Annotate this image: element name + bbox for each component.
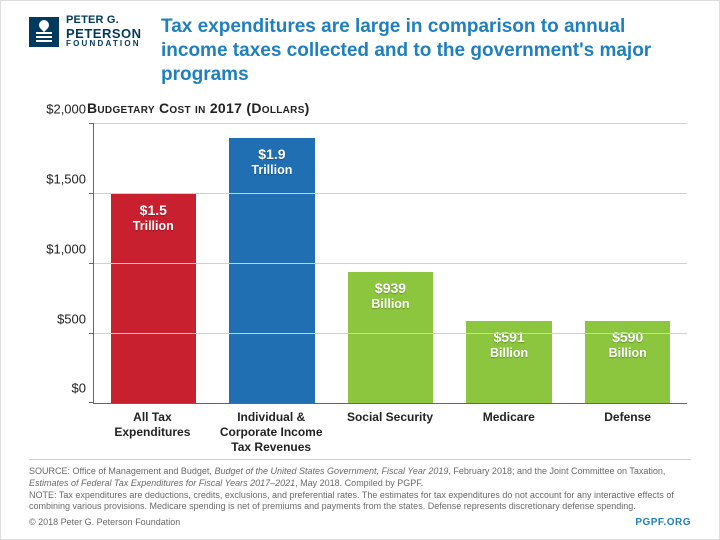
source-suffix: , May 2018. Compiled by PGPF. (295, 478, 423, 488)
x-axis-label: Individual & Corporate Income Tax Revenu… (212, 406, 331, 455)
chart-heading: Budgetary Cost in 2017 (Dollars) (87, 100, 687, 116)
bar: $939Billion (348, 272, 433, 403)
page-title: Tax expenditures are large in comparison… (161, 15, 695, 86)
source-prefix: SOURCE: Office of Management and Budget, (29, 466, 214, 476)
note-line: NOTE: Tax expenditures are deductions, c… (29, 490, 691, 513)
pgpf-link[interactable]: PGPF.ORG (635, 516, 691, 529)
bar-slot: $590Billion (568, 124, 687, 403)
y-tick-label: $1,500 (46, 172, 94, 187)
y-tick-label: $0 (72, 381, 94, 396)
y-tick-mark (89, 193, 94, 194)
source-italic-1: Budget of the United States Government, … (214, 466, 448, 476)
header: PETER G. PETERSON FOUNDATION Tax expendi… (1, 1, 719, 94)
y-tick-mark (89, 123, 94, 124)
y-tick-mark (89, 333, 94, 334)
plot-area: $1.5Trillion $1.9Trillion $939Billion $591B… (93, 124, 687, 404)
grid-line (94, 333, 687, 334)
bar-value-label: $1.9Trillion (229, 146, 314, 178)
chart: Budgetary Cost in 2017 (Dollars) $1.5Tri… (43, 100, 687, 452)
pgpf-logo: PETER G. PETERSON FOUNDATION (29, 15, 147, 49)
source-mid: , February 2018; and the Joint Committee… (448, 466, 665, 476)
grid-line (94, 193, 687, 194)
torch-icon (29, 17, 59, 47)
y-tick-label: $500 (57, 311, 94, 326)
bar-slot: $1.9Trillion (213, 124, 332, 403)
logo-line-3: FOUNDATION (66, 40, 142, 48)
y-tick-mark (89, 402, 94, 403)
y-tick-label: $1,000 (46, 241, 94, 256)
bar-slot: $939Billion (331, 124, 450, 403)
bar-value-label: $591Billion (466, 329, 551, 361)
y-tick-label: $2,000 (46, 102, 94, 117)
footer: SOURCE: Office of Management and Budget,… (29, 459, 691, 529)
source-italic-2: Estimates of Federal Tax Expenditures fo… (29, 478, 295, 488)
x-axis-label: Medicare (449, 406, 568, 455)
x-axis-labels: All Tax ExpendituresIndividual & Corpora… (93, 406, 687, 455)
logo-text: PETER G. PETERSON FOUNDATION (66, 15, 142, 49)
grid-line (94, 123, 687, 124)
y-tick-mark (89, 263, 94, 264)
logo-line-1: PETER G. (66, 15, 142, 27)
bar-slot: $591Billion (450, 124, 569, 403)
bars-container: $1.5Trillion $1.9Trillion $939Billion $591B… (94, 124, 687, 403)
bar: $1.9Trillion (229, 138, 314, 403)
bar-value-label: $939Billion (348, 280, 433, 312)
grid-line (94, 263, 687, 264)
bar-slot: $1.5Trillion (94, 124, 213, 403)
bar-value-label: $1.5Trillion (111, 202, 196, 234)
logo-line-2: PETERSON (66, 27, 142, 41)
x-axis-label: All Tax Expenditures (93, 406, 212, 455)
x-axis-label: Defense (568, 406, 687, 455)
x-axis-label: Social Security (331, 406, 450, 455)
bar-value-label: $590Billion (585, 329, 670, 361)
copyright-text: © 2018 Peter G. Peterson Foundation (29, 517, 180, 529)
bar: $1.5Trillion (111, 194, 196, 403)
source-line: SOURCE: Office of Management and Budget,… (29, 466, 691, 489)
